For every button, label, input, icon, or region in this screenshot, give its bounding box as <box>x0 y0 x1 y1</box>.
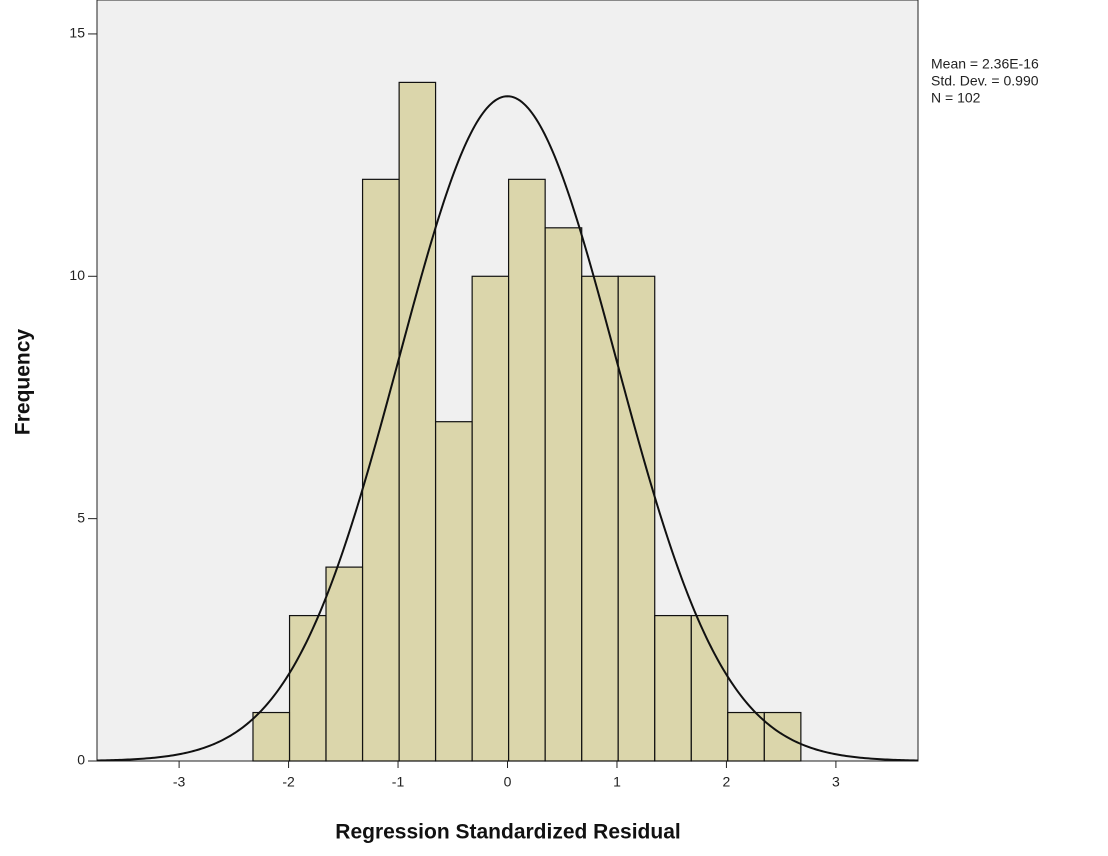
bar <box>617 275 656 762</box>
normal-curve <box>96 95 919 762</box>
y-tick-label: 0 <box>77 752 85 768</box>
x-axis-title: Regression Standardized Residual <box>335 821 680 844</box>
x-tick-label: -3 <box>173 774 186 790</box>
y-tick-label: 15 <box>69 25 85 41</box>
bar <box>507 178 546 762</box>
stat-label: Mean = 2.36E-16 <box>931 56 1039 72</box>
bar <box>544 227 583 762</box>
x-tick-label: -2 <box>282 774 295 790</box>
bar <box>471 275 510 762</box>
y-tick-label: 10 <box>69 267 85 283</box>
x-tick-label: 1 <box>613 774 621 790</box>
bar <box>252 711 291 762</box>
x-tick-label: 2 <box>723 774 731 790</box>
bar <box>434 421 473 762</box>
bar <box>654 614 692 762</box>
y-axis-title: Frequency <box>12 329 35 436</box>
y-tick-label: 5 <box>77 509 85 525</box>
bar <box>690 614 729 762</box>
x-tick-label: 0 <box>504 774 512 790</box>
bar <box>581 275 619 762</box>
stat-label: N = 102 <box>931 90 981 106</box>
bar <box>398 81 437 762</box>
bar <box>727 711 765 762</box>
x-tick-label: -1 <box>392 774 405 790</box>
stat-label: Std. Dev. = 0.990 <box>931 73 1039 89</box>
bar <box>763 711 802 762</box>
x-tick-label: 3 <box>832 774 840 790</box>
bar <box>325 566 364 762</box>
